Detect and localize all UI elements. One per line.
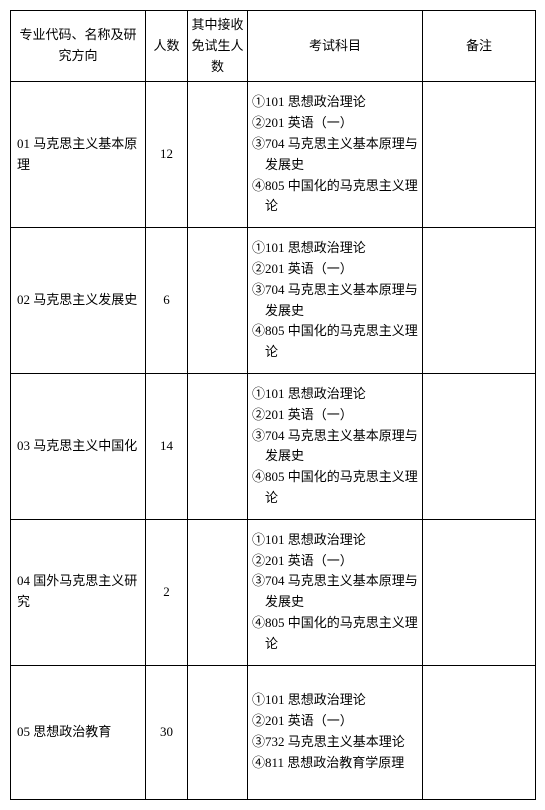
- subject-1: ①101 思想政治理论: [252, 530, 419, 551]
- subject-4: ④811 思想政治教育学原理: [252, 753, 419, 774]
- table-row: 03 马克思主义中国化 14 ①101 思想政治理论 ②201 英语（一） ③7…: [11, 373, 536, 519]
- cell-major: 02 马克思主义发展史: [11, 228, 146, 374]
- subject-3: ③704 马克思主义基本原理与发展史: [252, 280, 419, 322]
- subject-2: ②201 英语（一）: [252, 711, 419, 732]
- subject-3: ③732 马克思主义基本理论: [252, 732, 419, 753]
- subject-4: ④805 中国化的马克思主义理论: [252, 176, 419, 218]
- admissions-table: 专业代码、名称及研究方向 人数 其中接收免试生人数 考试科目 备注 01 马克思…: [10, 10, 536, 800]
- cell-subjects: ①101 思想政治理论 ②201 英语（一） ③704 马克思主义基本原理与发展…: [248, 82, 423, 228]
- cell-remark: [423, 82, 536, 228]
- subject-4: ④805 中国化的马克思主义理论: [252, 467, 419, 509]
- table-row: 05 思想政治教育 30 ①101 思想政治理论 ②201 英语（一） ③732…: [11, 665, 536, 799]
- subject-1: ①101 思想政治理论: [252, 690, 419, 711]
- subject-1: ①101 思想政治理论: [252, 238, 419, 259]
- subject-2: ②201 英语（一）: [252, 259, 419, 280]
- header-exempt: 其中接收免试生人数: [188, 11, 248, 82]
- cell-exempt: [188, 228, 248, 374]
- cell-major: 01 马克思主义基本原理: [11, 82, 146, 228]
- table-row: 01 马克思主义基本原理 12 ①101 思想政治理论 ②201 英语（一） ③…: [11, 82, 536, 228]
- header-num: 人数: [146, 11, 188, 82]
- cell-num: 6: [146, 228, 188, 374]
- header-remark: 备注: [423, 11, 536, 82]
- subject-1: ①101 思想政治理论: [252, 384, 419, 405]
- header-major: 专业代码、名称及研究方向: [11, 11, 146, 82]
- cell-num: 12: [146, 82, 188, 228]
- cell-num: 14: [146, 373, 188, 519]
- cell-num: 30: [146, 665, 188, 799]
- cell-subjects: ①101 思想政治理论 ②201 英语（一） ③704 马克思主义基本原理与发展…: [248, 519, 423, 665]
- cell-remark: [423, 373, 536, 519]
- subject-3: ③704 马克思主义基本原理与发展史: [252, 571, 419, 613]
- cell-remark: [423, 228, 536, 374]
- table-row: 04 国外马克思主义研究 2 ①101 思想政治理论 ②201 英语（一） ③7…: [11, 519, 536, 665]
- cell-remark: [423, 519, 536, 665]
- cell-subjects: ①101 思想政治理论 ②201 英语（一） ③704 马克思主义基本原理与发展…: [248, 228, 423, 374]
- subject-4: ④805 中国化的马克思主义理论: [252, 613, 419, 655]
- cell-exempt: [188, 373, 248, 519]
- cell-major: 05 思想政治教育: [11, 665, 146, 799]
- cell-major: 03 马克思主义中国化: [11, 373, 146, 519]
- subject-3: ③704 马克思主义基本原理与发展史: [252, 426, 419, 468]
- table-row: 02 马克思主义发展史 6 ①101 思想政治理论 ②201 英语（一） ③70…: [11, 228, 536, 374]
- cell-remark: [423, 665, 536, 799]
- cell-exempt: [188, 82, 248, 228]
- cell-exempt: [188, 519, 248, 665]
- header-row: 专业代码、名称及研究方向 人数 其中接收免试生人数 考试科目 备注: [11, 11, 536, 82]
- subject-2: ②201 英语（一）: [252, 551, 419, 572]
- subject-2: ②201 英语（一）: [252, 405, 419, 426]
- cell-subjects: ①101 思想政治理论 ②201 英语（一） ③704 马克思主义基本原理与发展…: [248, 373, 423, 519]
- cell-num: 2: [146, 519, 188, 665]
- subject-1: ①101 思想政治理论: [252, 92, 419, 113]
- subject-2: ②201 英语（一）: [252, 113, 419, 134]
- subject-3: ③704 马克思主义基本原理与发展史: [252, 134, 419, 176]
- cell-exempt: [188, 665, 248, 799]
- cell-subjects: ①101 思想政治理论 ②201 英语（一） ③732 马克思主义基本理论 ④8…: [248, 665, 423, 799]
- cell-major: 04 国外马克思主义研究: [11, 519, 146, 665]
- header-subjects: 考试科目: [248, 11, 423, 82]
- subject-4: ④805 中国化的马克思主义理论: [252, 321, 419, 363]
